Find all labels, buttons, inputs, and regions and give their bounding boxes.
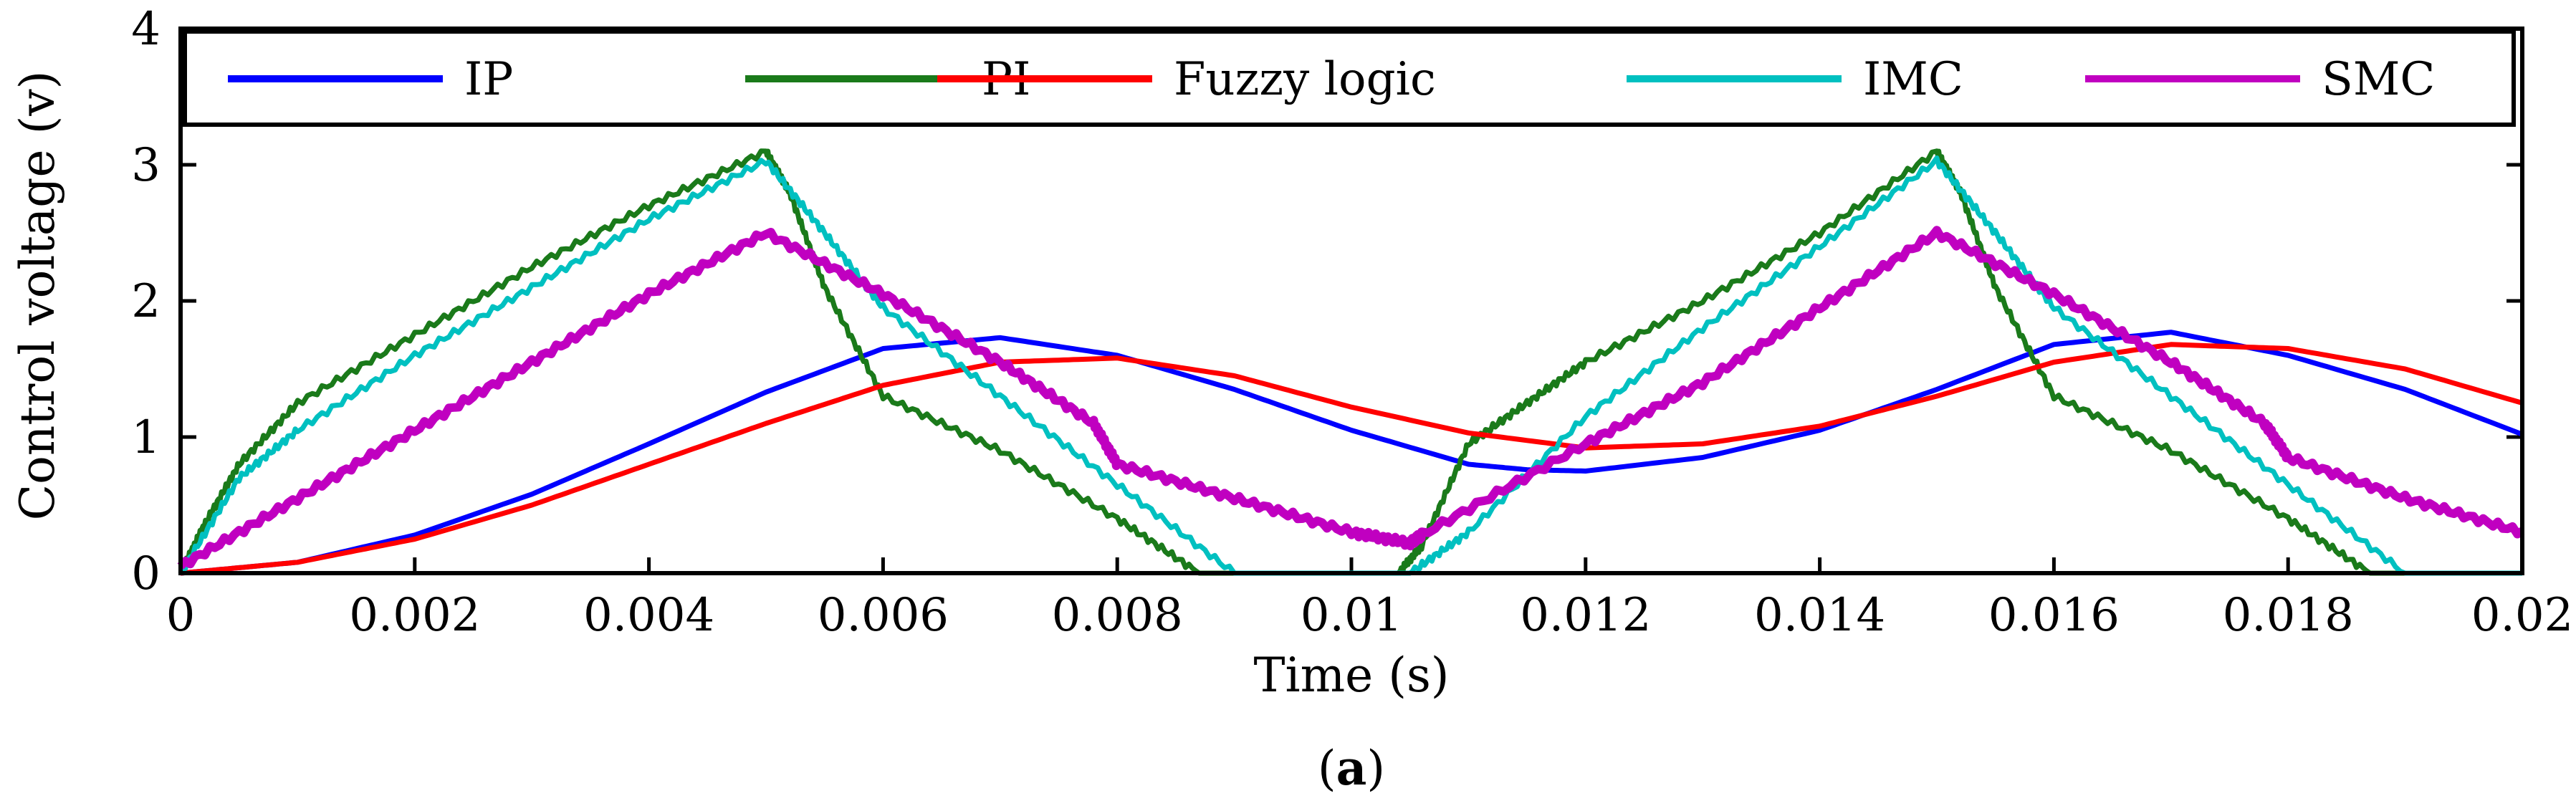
y-tick-label: 0 — [131, 547, 161, 600]
y-tick-label: 4 — [131, 3, 161, 56]
y-axis-title: Control voltage (v) — [10, 71, 65, 521]
x-tick-label: 0.018 — [2223, 589, 2354, 642]
legend-label-4: SMC — [2322, 53, 2435, 106]
figure-caption: (a) — [1318, 740, 1385, 796]
x-tick-label: 0.02 — [2471, 589, 2574, 642]
x-tick-label: 0.006 — [818, 589, 949, 642]
legend-label-3: IMC — [1863, 53, 1963, 106]
y-tick-label: 3 — [131, 139, 161, 192]
caption-letter: a — [1336, 740, 1367, 796]
x-tick-label: 0 — [166, 589, 196, 642]
y-axis-ticks: 0 1 2 3 4 — [131, 3, 2522, 600]
legend-label-2: Fuzzy logic — [1174, 53, 1436, 106]
x-tick-label: 0.01 — [1301, 589, 1403, 642]
y-tick-label: 2 — [131, 275, 161, 328]
plot-frame — [178, 27, 2524, 575]
legend: IP PI Fuzzy logic IMC SMC — [183, 29, 2516, 127]
x-tick-label: 0.008 — [1052, 589, 1183, 642]
series-line-2 — [180, 342, 2523, 576]
x-tick-label: 0.016 — [1988, 589, 2120, 642]
series-line-0 — [180, 330, 2524, 576]
x-tick-label: 0.012 — [1520, 589, 1651, 642]
series-lines — [177, 148, 2525, 576]
x-axis-ticks: 0 0.002 0.004 0.006 0.008 0.01 0.012 0.014 0.016… — [166, 29, 2574, 642]
x-axis-title: Time (s) — [1253, 648, 1449, 703]
legend-label-0: IP — [464, 53, 513, 106]
x-tick-label: 0.002 — [349, 589, 480, 642]
caption-close-paren: ) — [1366, 741, 1385, 796]
series-line-4 — [177, 226, 2525, 570]
caption-open-paren: ( — [1318, 741, 1336, 796]
x-tick-label: 0.004 — [583, 589, 714, 642]
x-tick-label: 0.014 — [1754, 589, 1885, 642]
y-tick-label: 1 — [131, 411, 161, 464]
